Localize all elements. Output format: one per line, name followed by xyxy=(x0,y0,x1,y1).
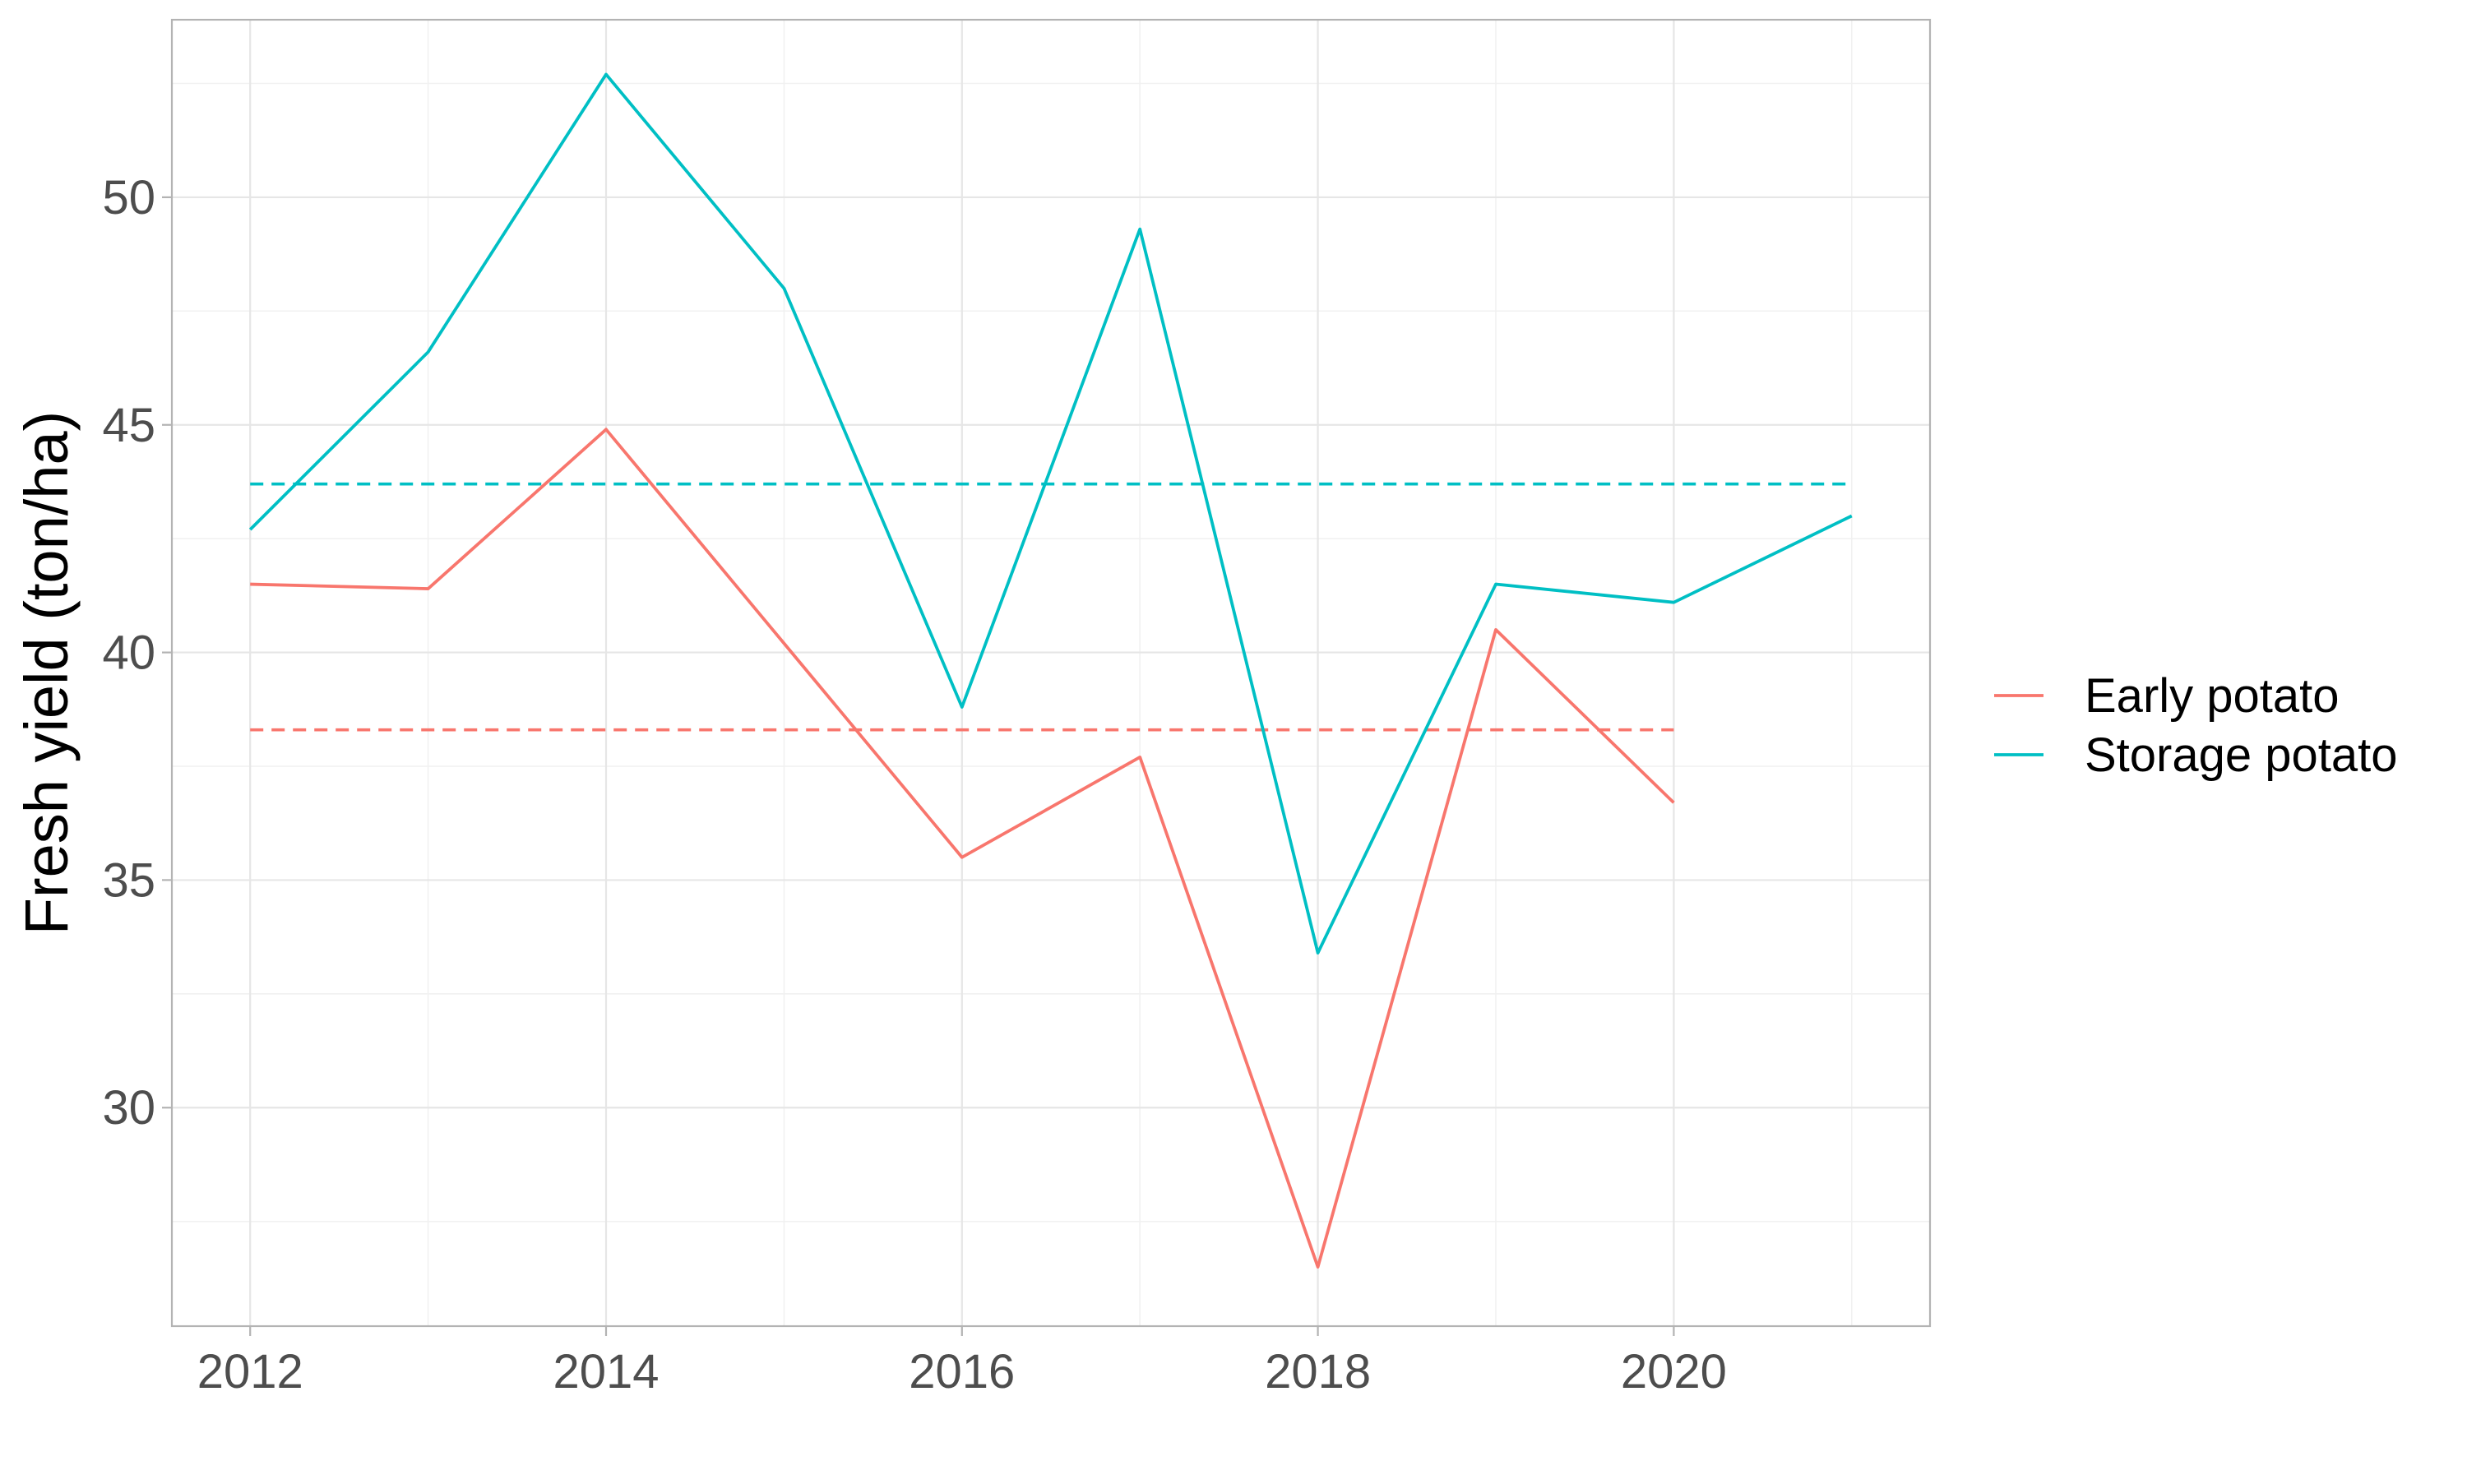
x-tick-label: 2020 xyxy=(1621,1345,1727,1398)
x-tick-label: 2018 xyxy=(1265,1345,1371,1398)
plot-panel-border xyxy=(170,18,1932,1328)
y-tick-label: 40 xyxy=(102,626,155,680)
mean-lines xyxy=(250,482,1852,732)
y-tick-label: 35 xyxy=(102,853,155,907)
y-tick-label: 30 xyxy=(102,1081,155,1135)
y-tick-label: 50 xyxy=(102,171,155,224)
y-axis-title: Fresh yield (ton/ha) xyxy=(12,411,81,936)
legend-label-1: Storage potato xyxy=(2085,728,2398,782)
series-line-1 xyxy=(248,72,1853,955)
x-tick-label: 2016 xyxy=(909,1345,1015,1398)
x-tick-label: 2012 xyxy=(197,1345,303,1398)
legend-label-0: Early potato xyxy=(2085,669,2340,723)
x-tick-label: 2014 xyxy=(553,1345,659,1398)
grid xyxy=(172,20,1930,1326)
y-tick-label: 45 xyxy=(102,399,155,452)
axes: 2012 2014 2016 2018 2020 30 35 40 45 50 xyxy=(102,171,1726,1398)
series-lines xyxy=(248,72,1853,1269)
series-line-0 xyxy=(250,428,1675,1269)
